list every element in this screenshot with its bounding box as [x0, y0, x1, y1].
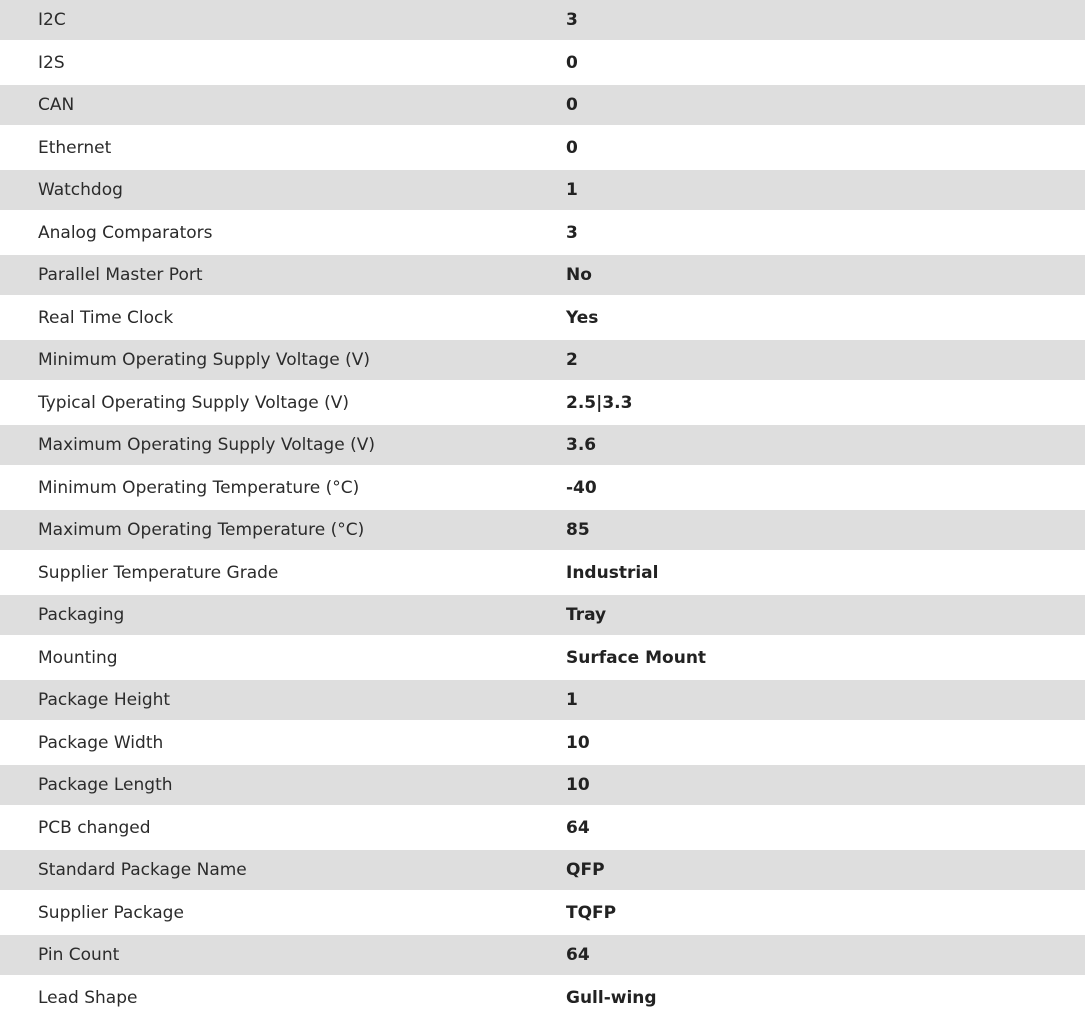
- table-row: Package Length 10: [0, 765, 1085, 805]
- table-row: Supplier Package TQFP: [0, 890, 1085, 935]
- spec-value: 0: [566, 52, 578, 73]
- spec-label: Lead Shape: [38, 987, 138, 1008]
- spec-label: Packaging: [38, 605, 125, 625]
- table-row: Minimum Operating Temperature (°C) -40: [0, 465, 1085, 510]
- spec-value: 0: [566, 137, 578, 158]
- spec-label: PCB changed: [38, 817, 151, 838]
- spec-label: Pin Count: [38, 945, 120, 965]
- spec-value: 64: [566, 817, 590, 838]
- table-row: Packaging Tray: [0, 595, 1085, 635]
- spec-label: Ethernet: [38, 137, 112, 158]
- spec-value: Gull-wing: [566, 987, 657, 1008]
- spec-value: 0: [566, 95, 578, 115]
- spec-value: Industrial: [566, 562, 659, 583]
- table-row: Standard Package Name QFP: [0, 850, 1085, 890]
- spec-value: -40: [566, 477, 597, 498]
- spec-value: TQFP: [566, 902, 617, 923]
- spec-value: 2.5|3.3: [566, 392, 633, 413]
- table-row: Typical Operating Supply Voltage (V) 2.5|…: [0, 380, 1085, 425]
- table-row: Minimum Operating Supply Voltage (V) 2: [0, 340, 1085, 380]
- table-row: Lead Shape Gull-wing: [0, 975, 1085, 1020]
- spec-label: Package Length: [38, 775, 173, 795]
- table-row: Parallel Master Port No: [0, 255, 1085, 295]
- spec-value: Yes: [566, 307, 599, 328]
- spec-label: I2S: [38, 52, 65, 73]
- spec-label: CAN: [38, 95, 75, 115]
- table-row: Package Height 1: [0, 680, 1085, 720]
- table-row: Maximum Operating Temperature (°C) 85: [0, 510, 1085, 550]
- spec-value: Tray: [566, 605, 607, 625]
- table-row: Ethernet 0: [0, 125, 1085, 170]
- spec-label: Minimum Operating Supply Voltage (V): [38, 350, 370, 370]
- table-row: Pin Count 64: [0, 935, 1085, 975]
- spec-label: Parallel Master Port: [38, 265, 203, 285]
- spec-value: 85: [566, 520, 590, 540]
- spec-label: Analog Comparators: [38, 222, 213, 243]
- table-row: Package Width 10: [0, 720, 1085, 765]
- spec-label: Typical Operating Supply Voltage (V): [38, 392, 349, 413]
- spec-value: 64: [566, 945, 590, 965]
- spec-value: 10: [566, 732, 590, 753]
- table-row: Mounting Surface Mount: [0, 635, 1085, 680]
- table-row: Analog Comparators 3: [0, 210, 1085, 255]
- spec-value: 10: [566, 775, 590, 795]
- spec-label: Package Height: [38, 690, 171, 710]
- spec-value: 3.6: [566, 435, 597, 455]
- table-row: PCB changed 64: [0, 805, 1085, 850]
- spec-label: Supplier Package: [38, 902, 184, 923]
- spec-value: 3: [566, 222, 578, 243]
- table-row: Real Time Clock Yes: [0, 295, 1085, 340]
- spec-label: Supplier Temperature Grade: [38, 562, 279, 583]
- spec-label: Watchdog: [38, 180, 123, 200]
- table-row: Maximum Operating Supply Voltage (V) 3.6: [0, 425, 1085, 465]
- spec-label: Real Time Clock: [38, 307, 174, 328]
- table-row: Watchdog 1: [0, 170, 1085, 210]
- spec-value: 3: [566, 10, 578, 30]
- spec-label: Maximum Operating Temperature (°C): [38, 520, 365, 540]
- table-row: CAN 0: [0, 85, 1085, 125]
- spec-value: Surface Mount: [566, 647, 707, 668]
- spec-value: QFP: [566, 860, 605, 880]
- table-row: I2C 3: [0, 0, 1085, 40]
- spec-value: 1: [566, 690, 578, 710]
- spec-value: 1: [566, 180, 578, 200]
- spec-value: No: [566, 265, 592, 285]
- spec-value: 2: [566, 350, 578, 370]
- spec-label: Package Width: [38, 732, 164, 753]
- spec-label: Minimum Operating Temperature (°C): [38, 477, 360, 498]
- spec-label: Maximum Operating Supply Voltage (V): [38, 435, 375, 455]
- table-row: Supplier Temperature Grade Industrial: [0, 550, 1085, 595]
- spec-label: Standard Package Name: [38, 860, 247, 880]
- spec-label: Mounting: [38, 647, 118, 668]
- table-row: I2S 0: [0, 40, 1085, 85]
- spec-label: I2C: [38, 10, 66, 30]
